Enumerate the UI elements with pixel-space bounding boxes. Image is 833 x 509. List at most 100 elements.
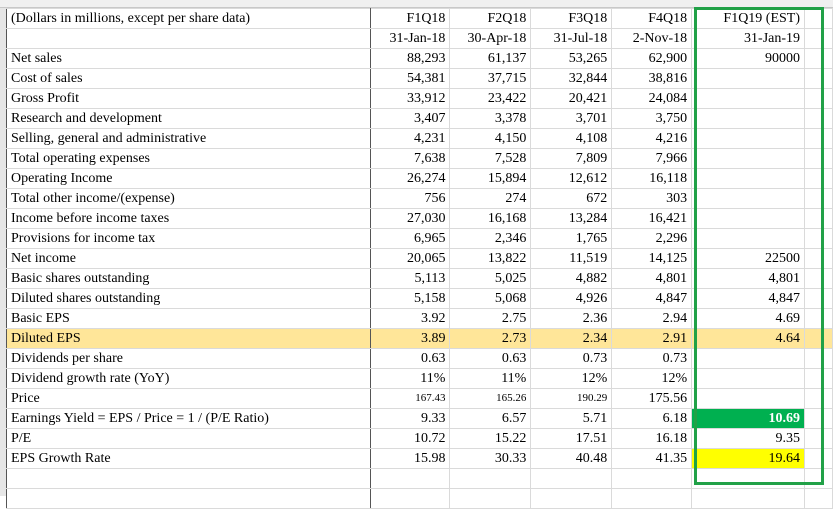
value-cell: 15,894 — [449, 168, 532, 189]
row-label: Net sales — [6, 48, 371, 69]
value-cell: 5.71 — [530, 408, 613, 429]
value-cell: 756 — [369, 188, 451, 209]
empty-cell — [6, 28, 371, 49]
row-label: Basic EPS — [6, 308, 371, 329]
date-header: 31-Jan-18 — [369, 28, 451, 49]
value-cell: 175.56 — [611, 388, 693, 409]
value-cell: 6.57 — [449, 408, 532, 429]
value-cell: 0.73 — [611, 348, 693, 369]
value-cell: 16.18 — [611, 428, 693, 449]
value-cell: 6.18 — [611, 408, 693, 429]
empty-cell — [449, 468, 532, 489]
value-cell: 20,065 — [369, 248, 451, 269]
empty-cell — [369, 468, 451, 489]
row: Price 167.43 165.26 190.29 175.56 — [6, 388, 833, 409]
empty-cell — [530, 468, 613, 489]
value-cell: 3,750 — [611, 108, 693, 129]
value-cell: 3,378 — [449, 108, 532, 129]
value-cell: 0.73 — [530, 348, 613, 369]
value-cell: 3.89 — [369, 328, 451, 349]
row: Dividends per share 0.63 0.63 0.73 0.73 — [6, 348, 833, 369]
value-cell: 33,912 — [369, 88, 451, 109]
date-header: 31-Jul-18 — [530, 28, 613, 49]
row — [6, 488, 833, 509]
column-header-strip — [0, 0, 833, 8]
row-label: Selling, general and administrative — [6, 128, 371, 149]
row: Net income 20,065 13,822 11,519 14,125 22500 — [6, 248, 833, 269]
value-cell: 3,701 — [530, 108, 613, 129]
period-header: F4Q18 — [611, 8, 693, 29]
row-label: Earnings Yield = EPS / Price = 1 / (P/E … — [6, 408, 371, 429]
row-label: P/E — [6, 428, 371, 449]
row-gutter — [0, 0, 6, 496]
date-header: 31-Jan-19 — [691, 28, 806, 49]
value-cell: 190.29 — [530, 388, 613, 409]
value-cell: 7,966 — [611, 148, 693, 169]
value-cell: 37,715 — [449, 68, 532, 89]
row: Net sales 88,293 61,137 53,265 62,900 90000 — [6, 48, 833, 69]
value-cell: 16,421 — [611, 208, 693, 229]
value-cell: 32,844 — [530, 68, 613, 89]
value-cell: 12% — [530, 368, 613, 389]
value-cell: 15.98 — [369, 448, 451, 469]
value-cell: 16,118 — [611, 168, 693, 189]
empty-cell — [691, 488, 806, 509]
value-cell: 4,801 — [691, 268, 806, 289]
value-cell: 0.63 — [449, 348, 532, 369]
row-label: Income before income taxes — [6, 208, 371, 229]
value-cell: 167.43 — [369, 388, 451, 409]
value-cell: 15.22 — [449, 428, 532, 449]
row-label: Basic shares outstanding — [6, 268, 371, 289]
value-cell: 41.35 — [611, 448, 693, 469]
value-cell: 1,765 — [530, 228, 613, 249]
empty-cell — [804, 328, 833, 349]
value-cell: 26,274 — [369, 168, 451, 189]
value-cell: 19.64 — [691, 448, 806, 469]
value-cell: 3,407 — [369, 108, 451, 129]
value-cell: 5,158 — [369, 288, 451, 309]
value-cell: 303 — [611, 188, 693, 209]
value-cell: 3.92 — [369, 308, 451, 329]
value-cell: 2.34 — [530, 328, 613, 349]
value-cell: 4.64 — [691, 328, 806, 349]
empty-cell — [804, 488, 833, 509]
value-cell: 2.75 — [449, 308, 532, 329]
row: Total other income/(expense) 756 274 672 303 — [6, 188, 833, 209]
value-cell: 90000 — [691, 48, 806, 69]
value-cell: 9.33 — [369, 408, 451, 429]
value-cell: 30.33 — [449, 448, 532, 469]
empty-cell — [6, 488, 371, 509]
date-header: 2-Nov-18 — [611, 28, 693, 49]
row-label: Provisions for income tax — [6, 228, 371, 249]
value-cell: 672 — [530, 188, 613, 209]
value-cell: 2,346 — [449, 228, 532, 249]
value-cell: 17.51 — [530, 428, 613, 449]
value-cell: 12,612 — [530, 168, 613, 189]
value-cell: 165.26 — [449, 388, 532, 409]
row: Operating Income 26,274 15,894 12,612 16,118 — [6, 168, 833, 189]
row: Basic EPS 3.92 2.75 2.36 2.94 4.69 — [6, 308, 833, 329]
row-label: Gross Profit — [6, 88, 371, 109]
value-cell: 12% — [611, 368, 693, 389]
row-label: Operating Income — [6, 168, 371, 189]
row: Basic shares outstanding 5,113 5,025 4,882 4… — [6, 268, 833, 289]
value-cell: 24,084 — [611, 88, 693, 109]
value-cell: 4,801 — [611, 268, 693, 289]
value-cell: 14,125 — [611, 248, 693, 269]
value-cell: 27,030 — [369, 208, 451, 229]
value-cell: 10.72 — [369, 428, 451, 449]
value-cell: 2.94 — [611, 308, 693, 329]
value-cell: 5,113 — [369, 268, 451, 289]
value-cell: 7,809 — [530, 148, 613, 169]
empty-cell — [530, 488, 613, 509]
value-cell: 2.91 — [611, 328, 693, 349]
row: Provisions for income tax 6,965 2,346 1,765… — [6, 228, 833, 249]
row: Income before income taxes 27,030 16,168 13… — [6, 208, 833, 229]
value-cell: 4,216 — [611, 128, 693, 149]
value-cell: 4,231 — [369, 128, 451, 149]
value-cell: 61,137 — [449, 48, 532, 69]
value-cell: 16,168 — [449, 208, 532, 229]
value-cell: 88,293 — [369, 48, 451, 69]
value-cell: 2,296 — [611, 228, 693, 249]
